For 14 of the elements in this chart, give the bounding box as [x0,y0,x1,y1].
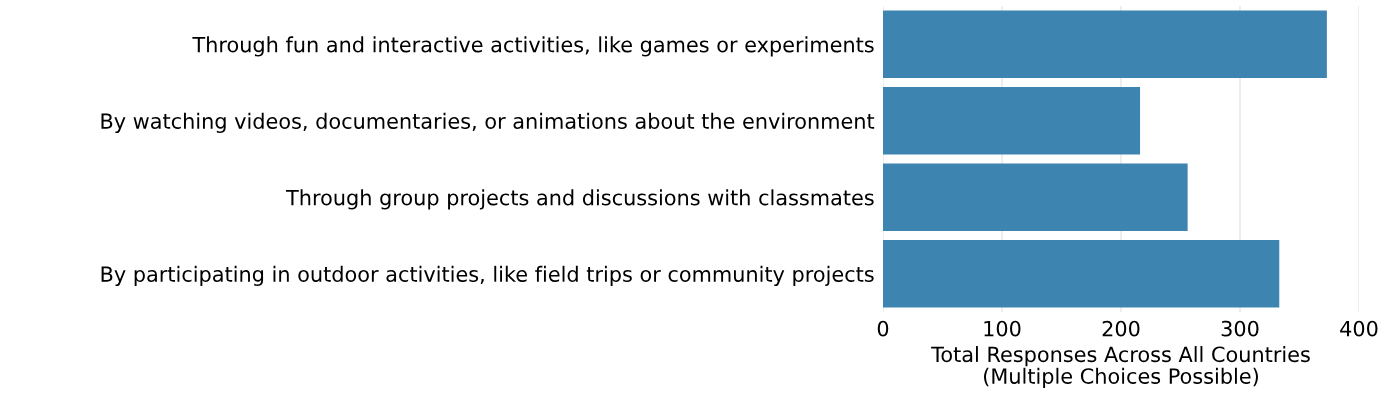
y-tick-label: By watching videos, documentaries, or animations about the environment [101,112,875,133]
y-tick-label: Through fun and interactive activities, like games or experiments [192,36,874,57]
y-tick-label: Through group projects and discussions with classmates [286,189,874,210]
bar [883,163,1188,231]
x-tick-label: 100 [984,320,1021,337]
x-axis-title: Total Responses Across All Countries (Multiple Choices Possible) [931,346,1310,388]
x-tick-label: 400 [1340,320,1378,337]
x-tick-label: 300 [1221,320,1259,337]
bar [883,240,1280,308]
x-tick-label: 200 [1102,320,1140,337]
y-tick-label: By participating in outdoor activities, like field trips or community projects [101,265,874,286]
bar [883,87,1141,155]
x-tick-label: 0 [877,320,889,337]
bar [883,10,1327,78]
